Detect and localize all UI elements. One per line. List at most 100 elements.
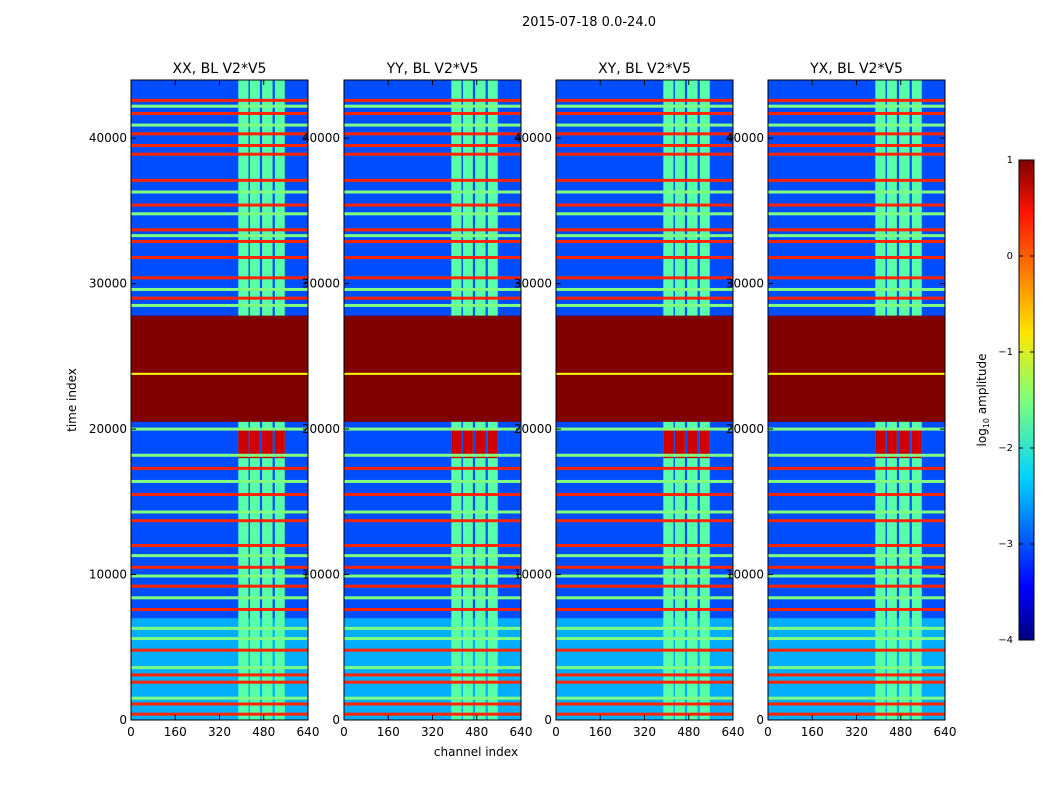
heatmap-flag-row: [344, 143, 521, 147]
heatmap-flag-row: [556, 637, 733, 641]
heatmap-burst-cell: [899, 429, 910, 459]
heatmap-flag-row: [344, 287, 521, 291]
heatmap-flag-row: [556, 178, 733, 182]
heatmap-flag-row: [768, 466, 945, 470]
heatmap-flag-row: [768, 607, 945, 611]
heatmap-flag-row: [344, 239, 521, 243]
heatmap-flag-row: [344, 626, 521, 630]
heatmap-saturated-band: [344, 315, 521, 422]
heatmap-flag-row: [556, 596, 733, 600]
heatmap-flag-row: [768, 132, 945, 136]
heatmap-flag-row: [344, 296, 521, 300]
heatmap-flag-row: [131, 255, 308, 259]
heatmap-flag-row: [768, 574, 945, 578]
heatmap-flag-row: [344, 123, 521, 127]
heatmap-flag-row: [344, 276, 521, 280]
heatmap-burst-cell: [875, 429, 886, 459]
y-tick-label: 0: [332, 713, 340, 727]
x-tick-label: 640: [722, 725, 745, 739]
heatmap-flag-row: [768, 554, 945, 558]
panel-yx: YX, BL V2*V5 0 160 320 480 640 0 10000 20000 3000…: [726, 61, 957, 739]
heatmap-flag-row: [556, 104, 733, 108]
heatmap-flag-row: [556, 574, 733, 578]
y-tick-label: 20000: [514, 422, 552, 436]
x-tick-label: 160: [377, 725, 400, 739]
y-tick-label: 40000: [89, 131, 127, 145]
heatmap-flag-row: [556, 493, 733, 497]
heatmap-burst-cell: [475, 429, 486, 459]
heatmap-flag-row: [344, 98, 521, 102]
heatmap-flag-row: [131, 143, 308, 147]
heatmap-flag-row: [131, 637, 308, 641]
colorbar-gradient: [1018, 159, 1035, 641]
colorbar-tick-label: −1: [998, 347, 1013, 358]
heatmap-flag-row: [344, 190, 521, 194]
heatmap-flag-row: [556, 666, 733, 670]
y-tick-label: 40000: [726, 131, 764, 145]
heatmap-flag-row: [131, 111, 308, 115]
heatmap-flag-row: [768, 584, 945, 588]
heatmap-flag-row: [344, 666, 521, 670]
heatmap-flag-row: [344, 712, 521, 716]
panels: XX, BL V2*V5 0 160 320 480 640 0 10000 20000 3000…: [89, 61, 957, 739]
heatmap-flag-row: [344, 203, 521, 207]
heatmap-flag-row: [768, 648, 945, 652]
heatmap-flag-row: [131, 584, 308, 588]
heatmap-flag-row: [556, 303, 733, 307]
y-tick-label: 40000: [302, 131, 340, 145]
x-tick-label: 320: [633, 725, 656, 739]
figure-title: 2015-07-18 0.0-24.0: [522, 15, 656, 30]
heatmap-flag-row: [768, 239, 945, 243]
heatmap-flag-row: [768, 543, 945, 547]
heatmap-flag-row: [131, 276, 308, 280]
heatmap-flag-row: [131, 190, 308, 194]
heatmap-flag-row: [768, 427, 945, 431]
heatmap-flag-row: [344, 212, 521, 216]
heatmap-flag-row: [556, 673, 733, 677]
heatmap-flag-row: [344, 466, 521, 470]
heatmap-flag-row: [556, 296, 733, 300]
heatmap-flag-row: [768, 296, 945, 300]
panel-title: YX, BL V2*V5: [809, 61, 903, 77]
heatmap-flag-row: [131, 596, 308, 600]
heatmap-flag-row: [768, 565, 945, 569]
heatmap-flag-row: [131, 712, 308, 716]
panel-title: XX, BL V2*V5: [173, 61, 267, 77]
x-axis-label: channel index: [434, 745, 518, 759]
heatmap-burst-cell: [886, 429, 897, 459]
heatmap-flag-row: [556, 123, 733, 127]
x-tick-label: 160: [801, 725, 824, 739]
heatmap-flag-row: [556, 111, 733, 115]
colorbar-tick-label: −4: [998, 635, 1013, 646]
heatmap-flag-row: [344, 132, 521, 136]
y-tick-label: 30000: [726, 277, 764, 291]
y-tick-label: 20000: [726, 422, 764, 436]
heatmap-flag-row: [131, 680, 308, 684]
heatmap-flag-row: [556, 143, 733, 147]
heatmap-flag-row: [131, 228, 308, 232]
heatmap-flag-row: [131, 98, 308, 102]
x-tick-label: 480: [465, 725, 488, 739]
heatmap-flag-row: [768, 276, 945, 280]
heatmap-flag-row: [344, 637, 521, 641]
y-tick-label: 10000: [726, 568, 764, 582]
heatmap-flag-row: [768, 680, 945, 684]
heatmap-flag-row: [131, 303, 308, 307]
heatmap-flag-row: [556, 234, 733, 238]
x-tick-label: 480: [252, 725, 275, 739]
heatmap-flag-row: [556, 255, 733, 259]
heatmap-flag-row: [556, 212, 733, 216]
heatmap-flag-row: [344, 303, 521, 307]
heatmap-flag-row: [768, 104, 945, 108]
heatmap-flag-row: [344, 427, 521, 431]
heatmap-flag-row: [556, 510, 733, 514]
x-tick-label: 480: [889, 725, 912, 739]
heatmap-flag-row: [344, 596, 521, 600]
heatmap-flag-row: [131, 466, 308, 470]
y-tick-label: 40000: [514, 131, 552, 145]
heatmap-flag-row: [131, 234, 308, 238]
y-tick-label: 0: [119, 713, 127, 727]
heatmap-flag-row: [131, 123, 308, 127]
heatmap-flag-row: [768, 702, 945, 706]
